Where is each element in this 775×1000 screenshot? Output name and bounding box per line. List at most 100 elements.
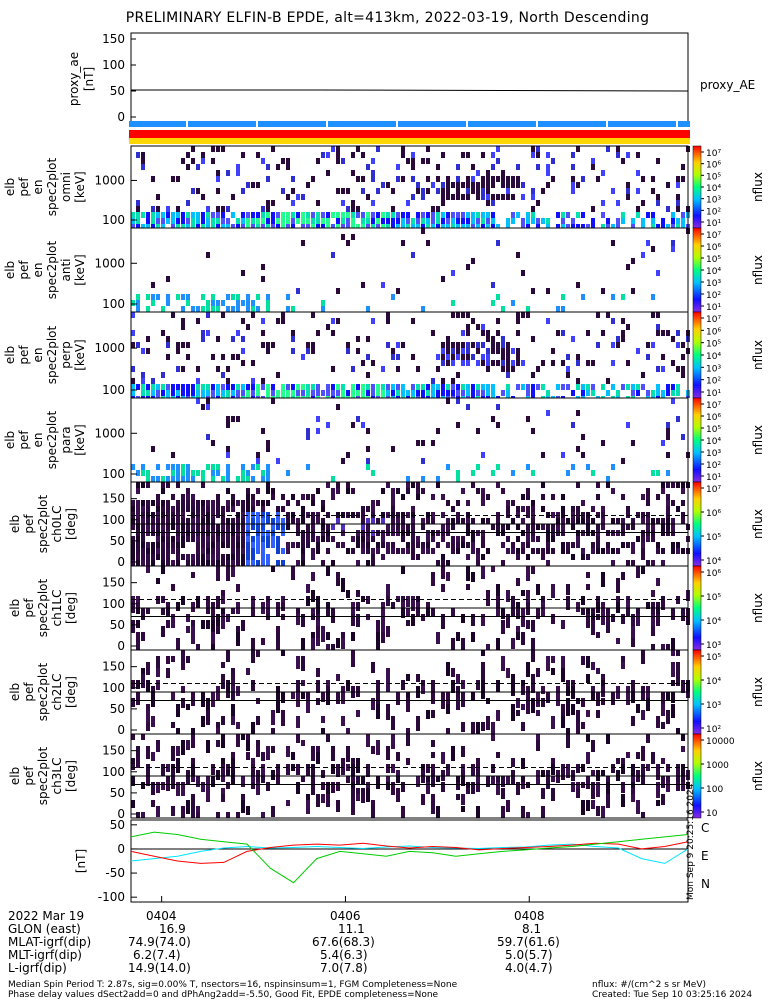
spectrogram-cell <box>261 512 265 518</box>
spectrogram-cell <box>581 396 585 398</box>
spectrogram-cell <box>196 188 200 194</box>
status-bar-gap <box>256 121 258 127</box>
spectrogram-cell <box>611 342 615 348</box>
spectrogram-cell <box>656 366 660 372</box>
spectrogram-cell <box>626 360 630 366</box>
spectrogram-cell <box>676 218 680 224</box>
spectrogram-cell <box>221 390 225 396</box>
spectrogram-cell <box>386 390 390 396</box>
spectrogram-cell <box>591 800 595 809</box>
spectrogram-cell <box>341 524 345 530</box>
spectrogram-cell <box>456 348 460 354</box>
spectrogram-cell <box>451 354 455 360</box>
spectrogram-cell <box>586 360 590 366</box>
spectrogram-cell <box>651 614 655 627</box>
spectrogram-cell <box>571 506 575 512</box>
spectrogram-cell <box>586 384 590 390</box>
spectrogram-cell <box>141 464 145 470</box>
spectrogram-cell <box>316 390 320 396</box>
spectrogram-cell <box>136 152 140 158</box>
spectrogram-cell <box>641 200 645 206</box>
spectrogram-cell <box>346 348 350 354</box>
spectrogram-cell <box>196 398 200 404</box>
spectrogram-cell <box>541 494 545 500</box>
spectrogram-cell <box>366 734 370 747</box>
spectrogram-cell <box>476 396 480 398</box>
spectrogram-cell <box>406 548 410 554</box>
spectrogram-cell <box>526 416 530 422</box>
spectrogram-cell <box>246 182 250 188</box>
spectrogram-cell <box>156 390 160 396</box>
spectrogram-cell <box>236 554 240 560</box>
panel-ylabel: spec2plot <box>45 240 59 299</box>
spectrogram-cell <box>426 146 430 152</box>
spectrogram-cell <box>666 512 670 518</box>
spectrogram-cell <box>226 170 230 176</box>
spectrogram-cell <box>271 536 275 542</box>
spectrogram-cell <box>481 668 485 680</box>
spectrogram-cell <box>656 224 660 228</box>
spectrogram-cell <box>326 384 330 390</box>
spectrogram-cell <box>656 800 660 806</box>
spectrogram-cell <box>491 218 495 224</box>
spectrogram-cell <box>261 330 265 336</box>
spectrogram-cell <box>321 524 325 530</box>
spectrogram-cell <box>491 390 495 396</box>
spectrogram-cell <box>286 194 290 200</box>
spectrogram-cell <box>391 212 395 218</box>
panel-ylabel: spec2plot <box>36 578 50 637</box>
spectrogram-cell <box>386 764 390 773</box>
spectrogram-cell <box>306 584 310 593</box>
status-bar-gap <box>676 121 678 127</box>
spectrogram-cell <box>136 530 140 536</box>
spectrogram-cell <box>221 560 225 566</box>
spectrogram-cell <box>156 536 160 542</box>
spectrogram-cell <box>136 500 140 506</box>
spectrogram-cell <box>311 590 315 602</box>
spectrogram-cell <box>576 146 580 152</box>
spectrogram-cell <box>166 608 170 615</box>
spectrogram-cell <box>311 524 315 530</box>
spectrogram-cell <box>216 524 220 530</box>
spectrogram-cell <box>526 390 530 396</box>
spectrogram-cell <box>531 506 535 512</box>
spectrogram-cell <box>266 306 270 312</box>
spectrogram-cell <box>216 146 220 152</box>
spectrogram-cell <box>431 608 435 616</box>
spectrogram-cell <box>241 524 245 530</box>
spectrogram-cell <box>276 764 280 775</box>
spectrogram-cell <box>561 620 565 629</box>
spectrogram-cell <box>511 686 515 696</box>
spectrogram-cell <box>476 554 480 560</box>
spectrogram-cell <box>586 710 590 717</box>
spectrogram-cell <box>411 524 415 530</box>
spectrogram-cell <box>331 384 335 390</box>
spectrogram-cell <box>651 188 655 194</box>
proxy-ae-frame <box>130 32 689 126</box>
pitch-tick-label: 150 <box>102 744 125 758</box>
spectrogram-cell <box>161 536 165 542</box>
spectrogram-cell <box>476 212 480 218</box>
spectrogram-cell <box>421 390 425 396</box>
colorbar-tick-label: 10¹ <box>706 303 721 313</box>
spectrogram-cell <box>281 390 285 396</box>
spectrogram-cell <box>366 530 370 536</box>
spectrogram-cell <box>596 482 600 488</box>
spectrogram-cell <box>276 512 280 518</box>
spectrogram-cell <box>436 476 440 482</box>
spectrogram-cell <box>491 348 495 354</box>
spectrogram-cell <box>216 566 220 581</box>
spectrogram-cell <box>646 560 650 566</box>
spectrogram-cell <box>171 548 175 554</box>
spectrogram-cell <box>396 218 400 224</box>
spectrogram-cell <box>236 812 240 818</box>
spectrogram-cell <box>206 500 210 506</box>
spectrogram-cell <box>361 506 365 512</box>
spectrogram-panel-5 <box>131 482 690 566</box>
spectrogram-cell <box>146 500 150 506</box>
spectrogram-cell <box>171 506 175 512</box>
spectrogram-cell <box>251 512 255 518</box>
spectrogram-cell <box>536 152 540 158</box>
spectrogram-cell <box>381 488 385 494</box>
spectrogram-cell <box>561 306 565 312</box>
